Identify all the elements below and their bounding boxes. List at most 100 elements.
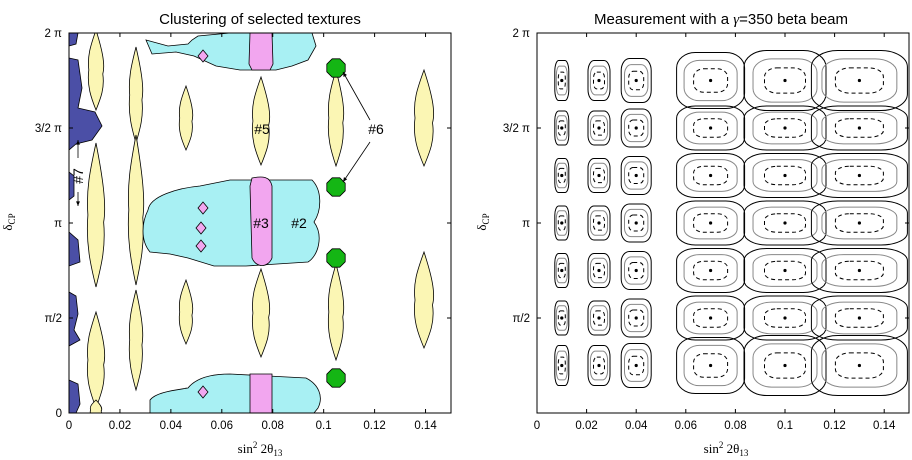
contour-99 [743,50,827,111]
contour-90 [821,343,898,388]
contour-68 [693,353,729,378]
x-tick-label: 0.08 [724,420,746,432]
contour-90 [624,303,649,333]
pink-diamond [197,385,209,399]
true-value-point [783,316,787,320]
contour-90 [589,162,609,189]
pink-diamond [197,201,209,215]
contour-68 [628,309,645,327]
x-tick-label: 0.06 [675,420,697,432]
blue-region [69,33,79,47]
contour-90 [821,206,898,240]
contour-90 [821,301,898,335]
true-value-point [783,221,787,225]
contour-90 [683,301,738,335]
yellow-region [127,134,145,286]
contour-68 [557,167,566,184]
contour-90 [821,111,898,145]
contour-99 [810,153,908,198]
arrow-head [76,201,80,206]
y-tick-label: π [522,218,530,230]
contour-68 [628,262,645,279]
contour-90 [555,210,568,236]
contour-68 [834,308,884,328]
contour-99 [676,295,746,341]
contour-68 [834,213,884,233]
yellow-region [327,68,345,168]
contour-68 [593,167,605,184]
true-value-point [783,173,787,178]
contour-99 [587,345,611,386]
contour-99 [676,105,746,151]
contour-68 [764,308,806,328]
yellow-region [414,250,435,350]
contour-68 [693,213,729,233]
left-xlabel: sin2 2θ13 [238,440,283,458]
contour-68 [834,260,884,281]
y-tick-label: 2 π [44,28,62,40]
true-value-point [597,126,601,130]
contour-99 [587,110,611,146]
blue-region [69,171,75,201]
contour-90 [752,58,818,103]
contour-68 [764,260,806,281]
left-title: Clustering of selected textures [159,11,361,28]
true-value-point [597,173,601,178]
contour-68 [764,165,806,186]
true-value-point [709,126,713,130]
pink-diamond [197,49,209,63]
y-tick-label: π/2 [44,313,62,325]
true-value-point [560,173,564,178]
contour-68 [693,260,729,281]
contour-99 [554,205,570,241]
contour-90 [752,301,818,335]
y-tick-label: π [54,218,62,230]
blue-region [69,231,81,267]
contour-99 [743,200,827,246]
true-value-point [857,316,862,320]
green-region [326,58,346,78]
contour-90 [624,349,649,382]
contour-90 [821,159,898,192]
true-value-point [857,268,862,273]
contour-90 [683,59,738,102]
contour-99 [676,153,746,198]
true-value-point [634,221,638,225]
y-tick-label: 0 [56,408,62,420]
x-tick-label: 0 [66,420,72,432]
yellow-region [128,46,144,145]
true-value-point [857,363,862,368]
green-region [326,368,346,388]
x-tick-label: 0.06 [211,420,233,432]
contour-90 [555,350,568,381]
annotation-label: #5 [254,121,270,137]
blue-region [69,291,81,347]
yellow-region [327,262,345,362]
contour-68 [557,310,566,326]
contour-99 [620,203,652,243]
contour-68 [557,71,566,90]
contour-68 [764,118,806,138]
arrow [342,71,371,121]
contour-99 [554,110,570,146]
contour-90 [624,64,649,97]
y-tick-label: 2 π [512,28,530,40]
contour-90 [624,161,649,190]
left-regions [69,33,435,413]
contour-68 [764,213,806,233]
pink-region [249,176,273,266]
contour-99 [587,60,611,101]
contour-68 [628,355,645,376]
true-value-point [597,316,601,320]
blue-region [69,379,81,413]
contour-68 [834,165,884,186]
arrow-head [76,140,80,145]
blue-region [69,57,103,151]
annotation-label: #6 [368,121,384,137]
true-value-point [634,363,638,368]
true-value-point [709,268,713,273]
contour-68 [693,118,729,138]
true-value-point [634,78,638,83]
true-value-point [560,363,564,368]
contour-90 [589,65,609,96]
